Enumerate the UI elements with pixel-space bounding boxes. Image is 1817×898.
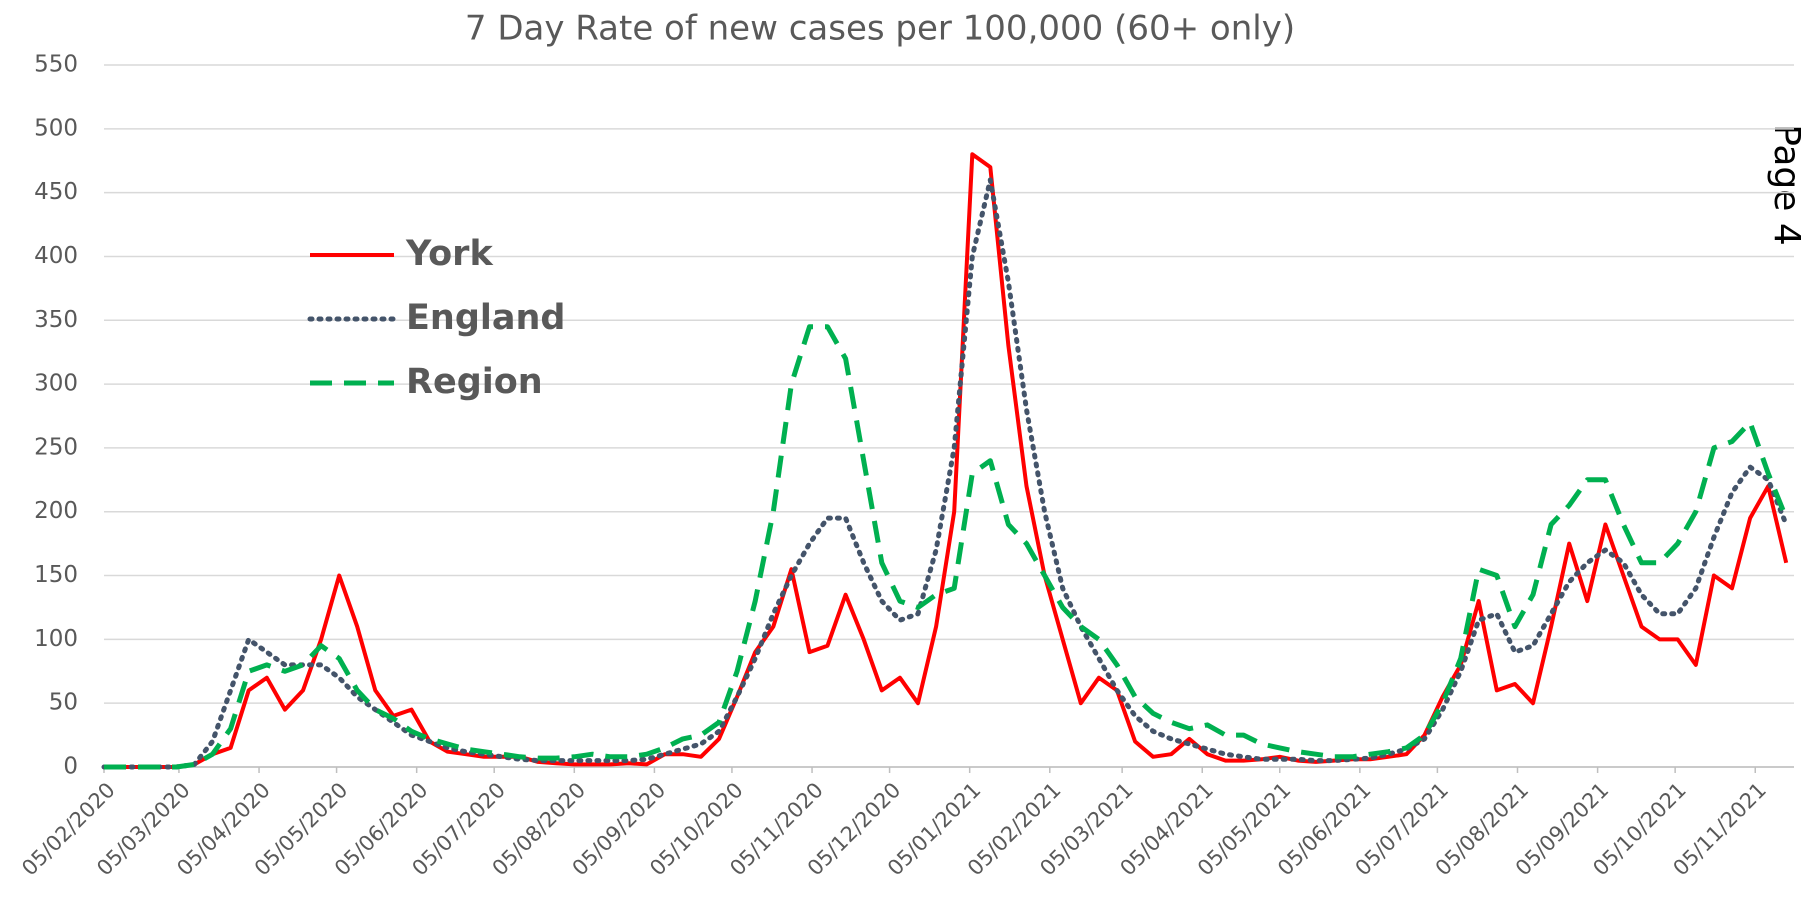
legend-label: Region [406,362,543,402]
legend-label: England [406,298,565,338]
y-tick-label: 100 [34,626,78,652]
series-line [104,324,1789,770]
series-line [101,177,1789,770]
y-tick-label: 450 [34,179,78,205]
y-tick-label: 200 [34,498,78,524]
y-tick-label: 550 [34,52,78,78]
y-tick-label: 150 [34,562,78,588]
y-tick-label: 250 [34,434,78,460]
chart-title: 7 Day Rate of new cases per 100,000 (60+… [465,9,1295,49]
page-label: Page 4 [1766,124,1807,246]
y-tick-label: 500 [34,115,78,141]
y-tick-label: 350 [34,307,78,333]
legend-label: York [405,234,493,274]
y-tick-label: 400 [34,243,78,269]
y-tick-label: 50 [49,690,78,716]
y-tick-label: 300 [34,371,78,397]
y-tick-label: 0 [63,754,78,780]
series-line [104,152,1789,769]
